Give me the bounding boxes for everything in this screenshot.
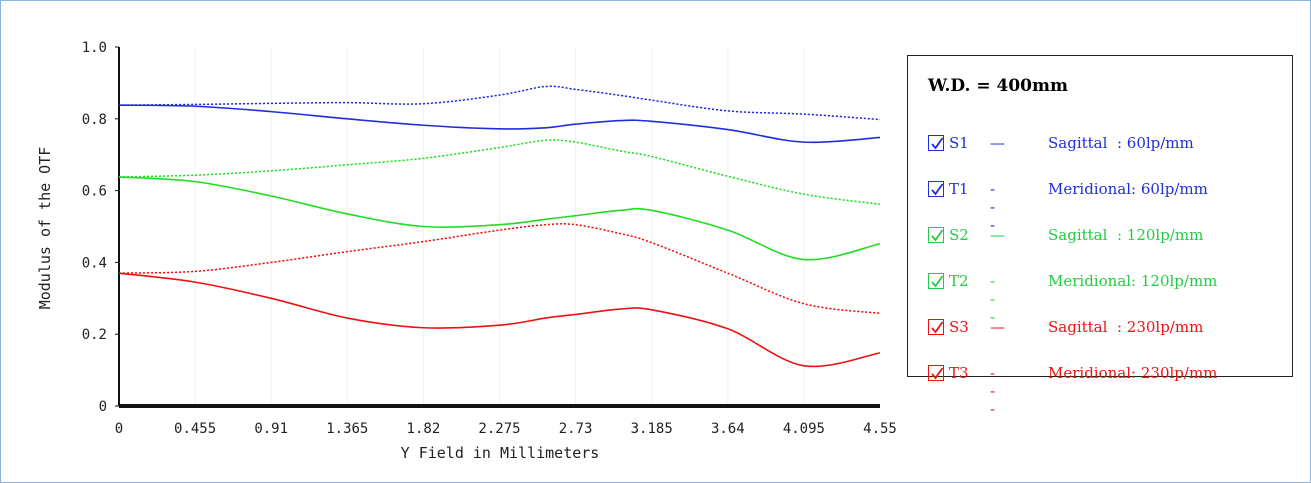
legend-line-symbol: --- (990, 180, 996, 234)
legend-line-symbol: — (990, 134, 1005, 152)
legend-description: Meridional: 230lp/mm (1048, 364, 1218, 382)
x-tick-label: 1.82 (407, 421, 441, 437)
axes (118, 47, 880, 408)
legend-description: Sagittal : 120lp/mm (1048, 226, 1204, 244)
checkbox-icon[interactable] (928, 181, 944, 197)
mtf-chart: 0 0.455 0.91 1.365 1.82 2.275 2.73 3.185 3.64 4.0… (36, 40, 897, 462)
x-tick-label: 0 (115, 421, 123, 437)
legend-line-symbol: — (990, 226, 1005, 244)
y-tick-label: 0.4 (82, 255, 107, 271)
series-line-t1 (118, 85, 881, 121)
x-tick-label: 3.185 (631, 421, 673, 437)
x-tick-label: 0.91 (254, 421, 288, 437)
grid-lines (194, 47, 805, 406)
x-tick-label: 1.365 (326, 421, 368, 437)
checkbox-icon[interactable] (928, 365, 944, 381)
legend-line-symbol: — (990, 318, 1005, 336)
checkbox-icon[interactable] (928, 319, 944, 335)
x-tick-label: 0.455 (174, 421, 216, 437)
legend-code: S1 (949, 134, 969, 152)
tick-labels: 0 0.455 0.91 1.365 1.82 2.275 2.73 3.185 3.64 4.0… (82, 40, 897, 437)
legend-code: T3 (949, 364, 969, 382)
legend-description: Meridional: 120lp/mm (1048, 272, 1218, 290)
legend-title: W.D. = 400mm (928, 76, 1068, 96)
x-tick-label: 2.73 (559, 421, 593, 437)
legend-description: Meridional: 60lp/mm (1048, 180, 1208, 198)
series-lines (118, 85, 881, 368)
x-tick-label: 3.64 (711, 421, 745, 437)
checkbox-icon[interactable] (928, 273, 944, 289)
x-tick-label: 4.55 (863, 421, 897, 437)
legend-code: S2 (949, 226, 969, 244)
legend-description: Sagittal : 60lp/mm (1048, 134, 1194, 152)
legend-box: W.D. = 400mm S1 — Sagittal : 60lp/mm T1 --- M… (907, 55, 1293, 418)
series-line-s2 (118, 176, 881, 261)
checkbox-icon[interactable] (928, 227, 944, 243)
x-axis-label: Y Field in Millimeters (401, 444, 600, 462)
x-tick-label: 4.095 (783, 421, 825, 437)
y-tick-label: 0.6 (82, 184, 107, 200)
series-line-t2 (118, 139, 881, 205)
x-tick-label: 2.275 (478, 421, 520, 437)
checkbox-icon[interactable] (928, 135, 944, 151)
series-line-s3 (118, 272, 881, 368)
y-tick-label: 0.2 (82, 327, 107, 343)
legend-line-symbol: --- (990, 364, 996, 418)
legend-description: Sagittal : 230lp/mm (1048, 318, 1204, 336)
y-tick-label: 0 (99, 399, 107, 415)
legend-code: T1 (949, 180, 969, 198)
legend-code: T2 (949, 272, 969, 290)
y-tick-label: 1.0 (82, 40, 107, 56)
series-line-t3 (118, 223, 881, 315)
legend-code: S3 (949, 318, 969, 336)
series-line-s1 (118, 104, 881, 144)
y-tick-label: 0.8 (82, 112, 107, 128)
y-axis-label: Modulus of the OTF (36, 147, 54, 310)
legend-line-symbol: --- (990, 272, 996, 326)
